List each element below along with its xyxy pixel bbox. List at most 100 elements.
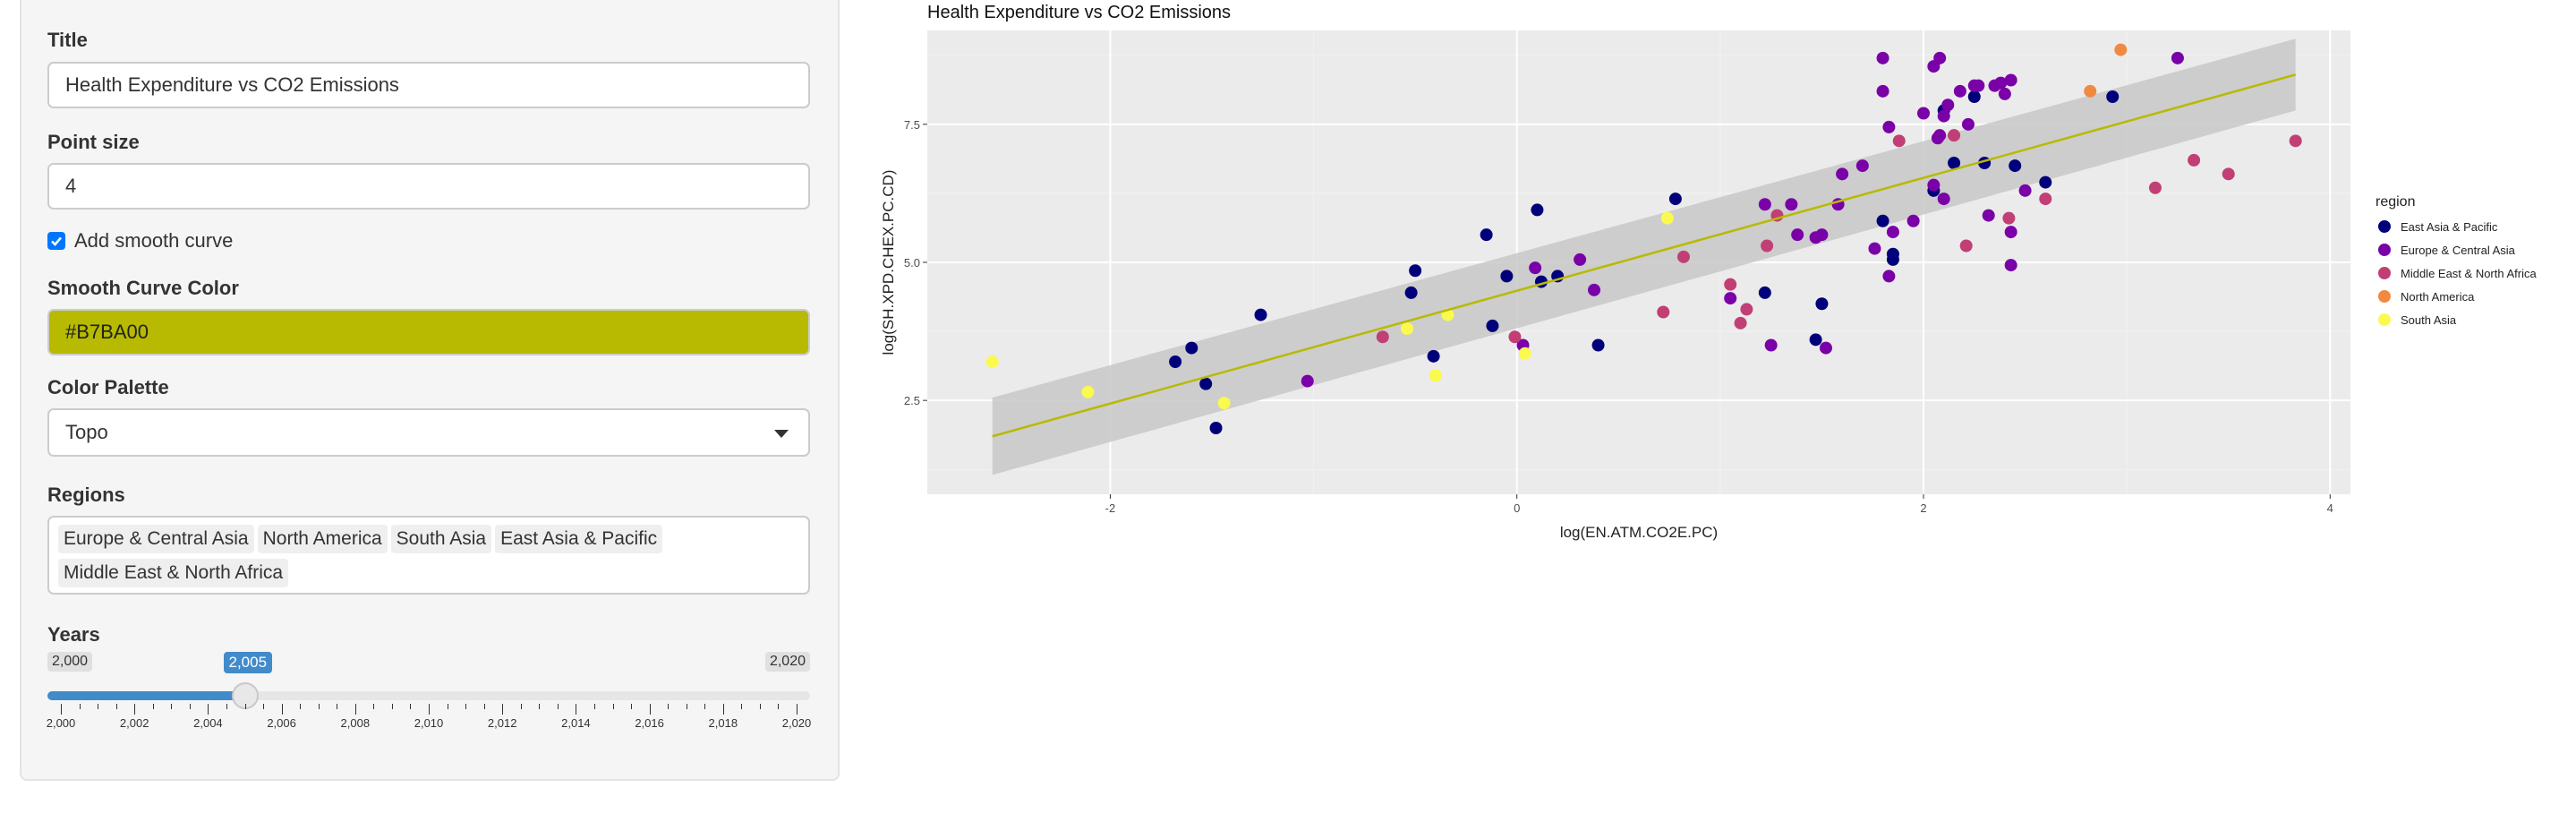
slider-track[interactable] — [47, 691, 810, 700]
region-chip[interactable]: South Asia — [390, 525, 492, 553]
slider-tick — [134, 704, 136, 715]
data-point — [2004, 73, 2017, 87]
data-point — [2188, 153, 2201, 167]
data-point — [1668, 193, 1682, 206]
smooth-checkbox[interactable] — [47, 232, 65, 250]
data-point — [1591, 338, 1605, 352]
slider-tick — [797, 704, 798, 715]
x-tick-label: -2 — [1105, 501, 1116, 515]
legend-label: Middle East & North Africa — [2401, 267, 2537, 280]
data-point — [1882, 120, 1896, 133]
data-point — [1409, 264, 1422, 278]
slider-tick — [429, 704, 430, 715]
data-point — [2106, 90, 2120, 103]
slider-fill — [47, 691, 245, 700]
data-point — [1876, 214, 1889, 227]
data-point — [2084, 84, 2097, 98]
smooth-checkbox-row[interactable]: Add smooth curve — [47, 227, 233, 254]
data-point — [1764, 338, 1778, 352]
region-chip[interactable]: East Asia & Pacific — [495, 525, 663, 553]
x-tick-label: 2 — [1920, 501, 1926, 515]
data-point — [1758, 286, 1771, 299]
palette-selected-value: Topo — [65, 421, 108, 443]
legend-label: East Asia & Pacific — [2401, 220, 2498, 234]
data-point — [1518, 347, 1531, 360]
point-size-input[interactable]: 4 — [47, 163, 810, 210]
slider-tick — [759, 704, 761, 709]
slider-tick — [465, 704, 467, 709]
chevron-down-icon — [774, 430, 789, 438]
legend-key — [2378, 220, 2391, 233]
slider-tick-label: 2,000 — [46, 716, 76, 730]
data-point — [1785, 198, 1798, 211]
slider-tick — [373, 704, 375, 709]
data-point — [1217, 397, 1231, 410]
slider-tick-label: 2,006 — [267, 716, 296, 730]
region-chip[interactable]: North America — [257, 525, 388, 553]
data-point — [1819, 341, 1832, 355]
data-point — [1427, 349, 1440, 363]
title-input[interactable]: Health Expenditure vs CO2 Emissions — [47, 62, 810, 108]
slider-tick — [593, 704, 595, 709]
data-point — [1892, 134, 1906, 148]
years-current-label: 2,005 — [223, 652, 273, 673]
sidebar-panel: Title Health Expenditure vs CO2 Emission… — [20, 0, 840, 781]
data-point — [1868, 242, 1881, 255]
slider-tick — [318, 704, 320, 709]
data-point — [1933, 129, 1947, 142]
y-tick-label: 5.0 — [904, 256, 920, 270]
slider-tick — [557, 704, 559, 709]
data-point — [1301, 374, 1314, 388]
data-point — [1937, 193, 1950, 206]
slider-tick — [631, 704, 633, 709]
data-point — [1882, 270, 1896, 283]
slider-tick — [79, 704, 81, 709]
slider-tick — [649, 704, 651, 715]
data-point — [1791, 228, 1804, 242]
regions-multiselect[interactable]: Europe & Central Asia North America South … — [47, 516, 810, 595]
slider-tick — [612, 704, 614, 709]
years-min-label: 2,000 — [47, 652, 93, 672]
data-point — [1531, 203, 1544, 217]
smooth-color-input[interactable]: #B7BA00 — [47, 309, 810, 355]
slider-tick — [354, 704, 356, 715]
data-point — [1401, 322, 1414, 335]
data-point — [1953, 84, 1966, 98]
slider-tick — [668, 704, 670, 709]
legend-key — [2378, 313, 2391, 326]
data-point — [2289, 134, 2302, 148]
data-point — [2018, 184, 2032, 197]
data-point — [1906, 214, 1920, 227]
slider-tick — [410, 704, 412, 709]
palette-label: Color Palette — [47, 376, 169, 398]
data-point — [2002, 211, 2016, 225]
years-slider[interactable]: 2,000 2,020 2,005 2,000 2,002 2,004 2,006 2,… — [46, 652, 812, 750]
years-label: Years — [47, 623, 100, 646]
legend-key — [2378, 290, 2391, 303]
region-chip[interactable]: Middle East & North Africa — [58, 559, 289, 587]
data-point — [1724, 278, 1737, 291]
data-point — [1740, 303, 1753, 316]
y-axis-label: log(SH.XPD.CHEX.PC.CD) — [880, 170, 897, 355]
data-point — [1660, 211, 1674, 225]
data-point — [1886, 226, 1899, 239]
data-point — [1429, 369, 1442, 382]
region-chip[interactable]: Europe & Central Asia — [58, 525, 254, 553]
slider-tick-label: 2,020 — [781, 716, 812, 730]
smooth-ribbon — [992, 39, 2296, 475]
slider-tick — [208, 704, 209, 715]
slider-tick-label: 2,004 — [193, 716, 223, 730]
slider-tick — [115, 704, 117, 709]
slider-tick — [391, 704, 393, 709]
legend-label: South Asia — [2401, 313, 2457, 327]
data-point — [1917, 107, 1930, 120]
palette-select[interactable]: Topo — [47, 408, 810, 457]
slider-tick — [483, 704, 485, 709]
data-point — [1254, 308, 1267, 321]
slider-tick — [300, 704, 302, 709]
data-point — [1927, 178, 1941, 192]
slider-tick — [152, 704, 154, 709]
data-point — [1937, 109, 1950, 123]
x-tick-label: 0 — [1514, 501, 1520, 515]
data-point — [1815, 228, 1829, 242]
